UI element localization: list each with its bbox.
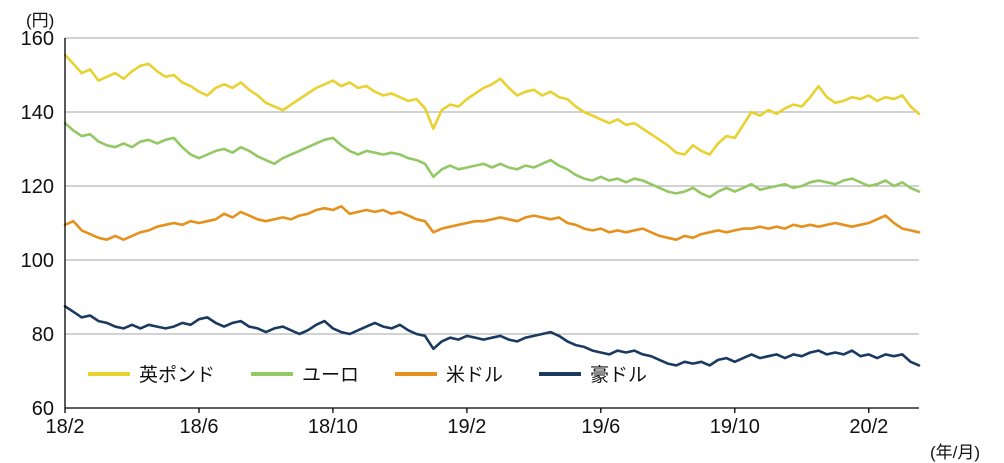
y-tick-label: 80 — [32, 324, 54, 346]
legend-item-aud: 豪ドル — [539, 360, 647, 387]
x-tick-label: 18/2 — [46, 416, 85, 438]
series-line-1 — [63, 121, 921, 199]
legend-line-swatch — [395, 371, 438, 376]
x-tick-label: 20/2 — [849, 416, 888, 438]
legend-label: 英ポンド — [139, 365, 216, 386]
legend-label: ユーロ — [302, 365, 360, 386]
y-tick-label: 100 — [21, 250, 54, 272]
series-line-0 — [63, 53, 921, 156]
chart-legend: 英ポンド ユーロ 米ドル 豪ドル — [88, 360, 647, 387]
legend-item-gbp: 英ポンド — [88, 360, 215, 387]
series-line-3 — [63, 304, 921, 367]
legend-item-eur: ユーロ — [251, 360, 359, 387]
legend-line-swatch — [251, 371, 294, 376]
y-tick-label: 120 — [21, 176, 54, 198]
x-tick-label: 19/2 — [447, 416, 486, 438]
x-tick-label: 19/6 — [581, 416, 620, 438]
legend-line-swatch — [88, 371, 130, 376]
legend-line-swatch — [539, 371, 582, 376]
x-tick-label: 18/10 — [308, 416, 358, 438]
legend-label: 米ドル — [446, 365, 504, 386]
series-line-2 — [63, 205, 921, 241]
legend-item-usd: 米ドル — [395, 360, 503, 387]
y-tick-label: 140 — [21, 102, 54, 124]
x-axis-unit-label: (年/月) — [930, 443, 981, 462]
y-axis-unit-label: (円) — [26, 11, 55, 30]
x-tick-label: 19/10 — [710, 416, 760, 438]
y-tick-label: 160 — [21, 28, 54, 50]
y-tick-label: 60 — [32, 398, 54, 420]
legend-label: 豪ドル — [590, 365, 648, 386]
x-tick-label: 18/6 — [180, 416, 219, 438]
